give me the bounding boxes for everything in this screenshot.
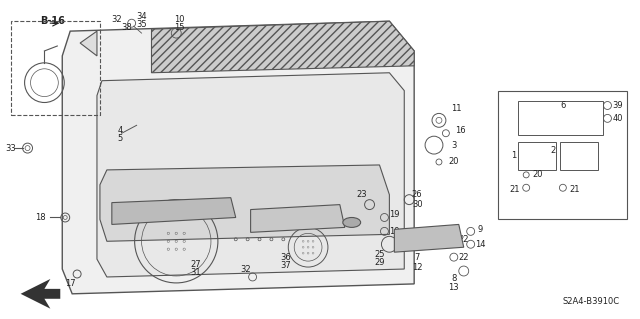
- Polygon shape: [394, 225, 464, 252]
- Text: 37: 37: [280, 261, 291, 270]
- Text: 11: 11: [452, 104, 462, 113]
- Text: FR: FR: [48, 302, 60, 311]
- Text: 36: 36: [280, 253, 291, 262]
- Text: 32: 32: [111, 15, 122, 24]
- Text: 22: 22: [458, 235, 469, 244]
- Text: 19: 19: [389, 210, 399, 219]
- Text: 10: 10: [174, 15, 184, 24]
- Text: 16: 16: [456, 126, 466, 135]
- Text: 33: 33: [5, 144, 16, 152]
- Text: 12: 12: [412, 263, 422, 271]
- Polygon shape: [251, 204, 345, 232]
- Polygon shape: [20, 279, 60, 309]
- Bar: [518, 100, 602, 135]
- Text: 22: 22: [458, 253, 469, 262]
- Polygon shape: [152, 21, 414, 73]
- Text: B-16: B-16: [40, 16, 65, 26]
- Text: 34: 34: [136, 12, 147, 21]
- Text: 29: 29: [374, 258, 385, 267]
- Text: 18: 18: [35, 213, 46, 222]
- Text: 2: 2: [550, 145, 556, 155]
- Text: 21: 21: [509, 185, 520, 194]
- Polygon shape: [97, 73, 404, 277]
- Text: 8: 8: [451, 274, 456, 284]
- Text: 39: 39: [612, 101, 623, 110]
- Text: 15: 15: [174, 23, 184, 32]
- Polygon shape: [112, 198, 236, 225]
- Text: 17: 17: [65, 279, 76, 288]
- Text: 6: 6: [560, 101, 566, 110]
- Text: 3: 3: [451, 141, 456, 150]
- Polygon shape: [80, 31, 97, 56]
- Text: 5: 5: [117, 134, 122, 143]
- Text: 31: 31: [191, 268, 202, 277]
- Text: 9: 9: [478, 225, 483, 234]
- Text: 7: 7: [415, 253, 420, 262]
- Bar: [560, 142, 598, 170]
- Text: 19: 19: [389, 227, 399, 236]
- Text: 14: 14: [476, 240, 486, 249]
- Text: 20: 20: [449, 158, 459, 167]
- Text: 1: 1: [511, 151, 516, 160]
- Polygon shape: [100, 165, 389, 241]
- Text: 23: 23: [356, 190, 367, 199]
- Text: 20: 20: [533, 170, 543, 179]
- Text: 27: 27: [191, 260, 202, 269]
- Ellipse shape: [343, 218, 361, 227]
- Text: 30: 30: [412, 200, 422, 209]
- Text: 35: 35: [136, 20, 147, 29]
- Text: 13: 13: [449, 283, 459, 293]
- Text: 32: 32: [241, 264, 251, 273]
- Polygon shape: [62, 21, 414, 294]
- Text: 26: 26: [412, 190, 422, 199]
- Text: 4: 4: [117, 126, 122, 135]
- Text: 38: 38: [122, 23, 132, 32]
- Text: S2A4-B3910C: S2A4-B3910C: [563, 297, 620, 306]
- Text: 25: 25: [374, 250, 385, 259]
- Bar: [518, 142, 556, 170]
- Bar: [499, 91, 627, 219]
- Text: 21: 21: [570, 185, 580, 194]
- Text: 40: 40: [612, 114, 623, 123]
